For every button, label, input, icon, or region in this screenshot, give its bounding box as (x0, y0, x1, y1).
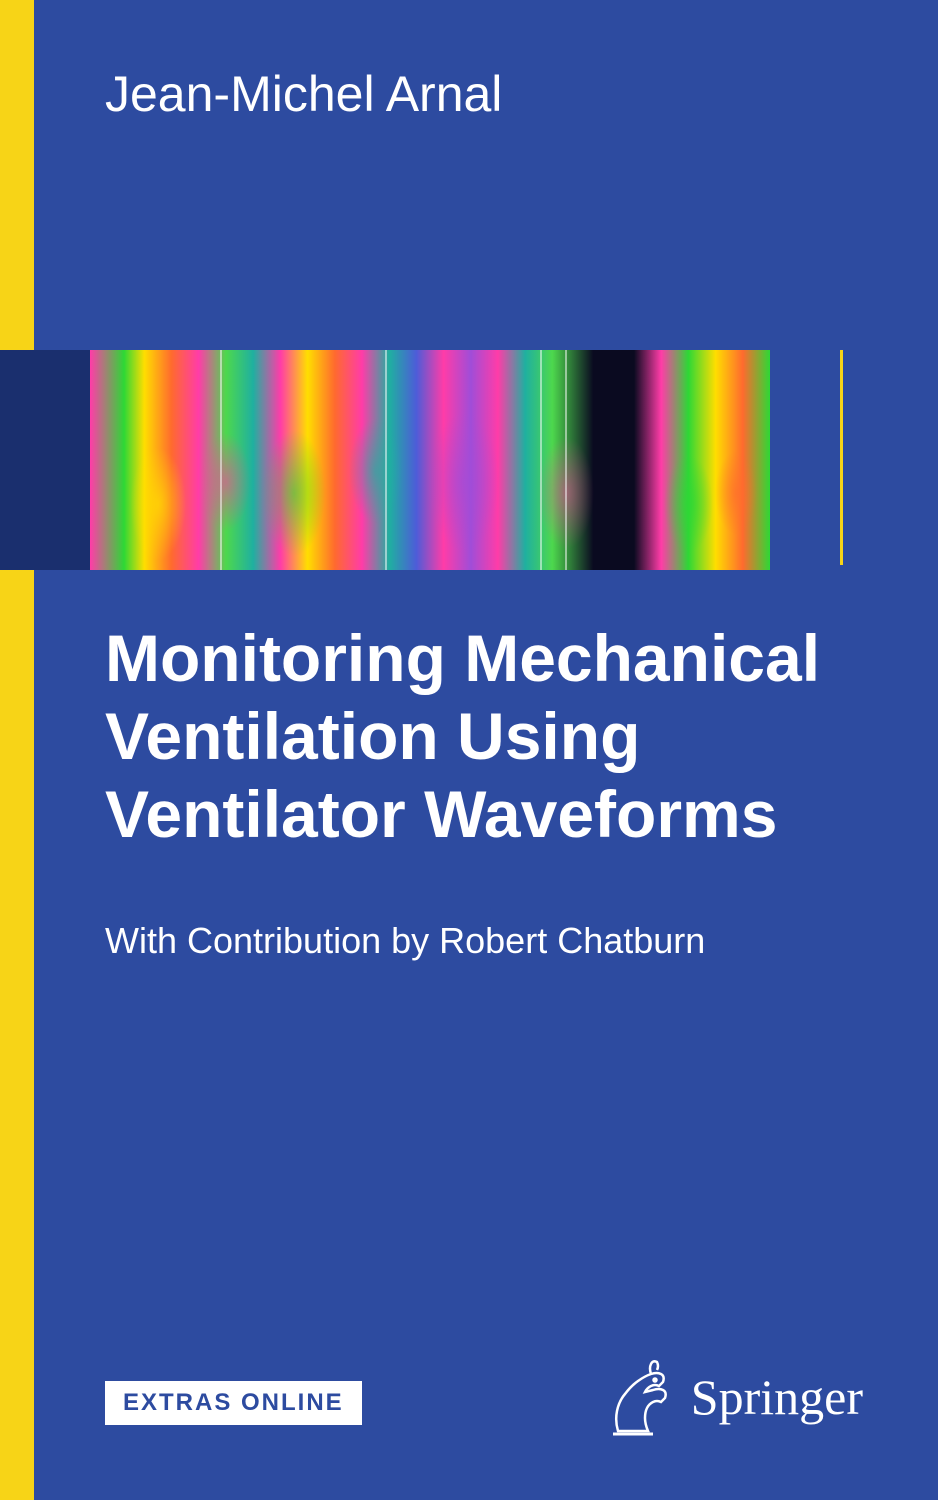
publisher-block: Springer (603, 1356, 863, 1438)
publisher-name: Springer (691, 1368, 863, 1426)
artwork-vline (565, 350, 567, 570)
artwork-vline (540, 350, 542, 570)
title-line: Monitoring Mechanical Ventilation Using … (105, 621, 820, 851)
book-title: Monitoring Mechanical Ventilation Using … (105, 620, 820, 854)
yellow-accent-line (840, 350, 843, 565)
author-name: Jean-Michel Arnal (105, 65, 502, 123)
springer-horse-icon (603, 1356, 675, 1438)
book-subtitle: With Contribution by Robert Chatburn (105, 920, 705, 962)
artwork-vline (385, 350, 387, 570)
dark-band-left (0, 350, 90, 570)
extras-online-badge: EXTRAS ONLINE (105, 1381, 362, 1425)
artwork-vline (220, 350, 222, 570)
cover-artwork (90, 350, 770, 570)
artwork-waves (90, 350, 770, 570)
spine-stripe (0, 0, 34, 1500)
